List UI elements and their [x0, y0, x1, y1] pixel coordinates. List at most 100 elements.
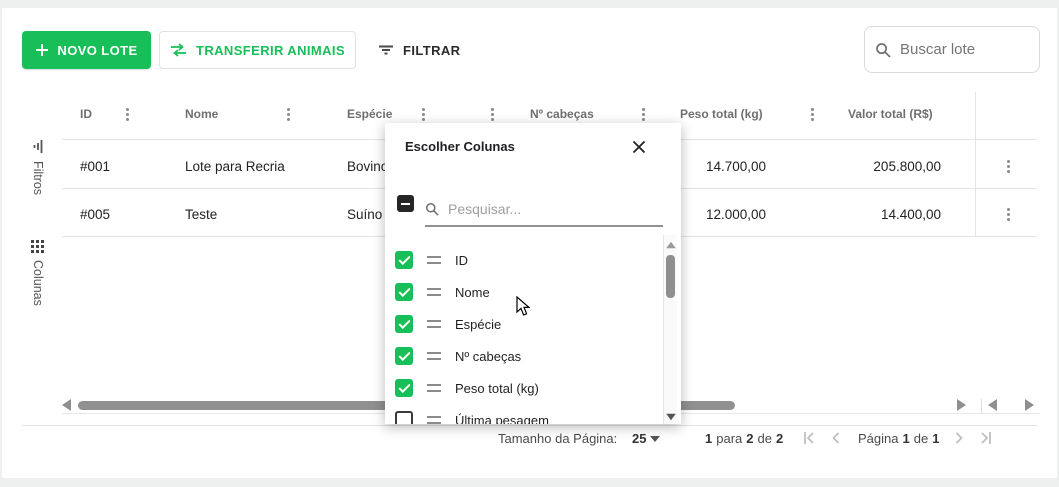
- chooser-item-label: Nome: [455, 284, 490, 300]
- page-word: Página: [858, 431, 899, 446]
- column-menu-icon-blank[interactable]: [483, 102, 501, 126]
- checkbox-icon[interactable]: [395, 283, 413, 301]
- range-to: 2: [746, 431, 754, 446]
- search-icon: [426, 203, 439, 216]
- side-tab-columns[interactable]: Colunas: [29, 240, 47, 316]
- column-header-nome[interactable]: Nome: [185, 107, 219, 121]
- search-icon: [876, 42, 891, 58]
- page-indicator: Página 1 de 1: [858, 431, 939, 446]
- filters-panel-icon: [33, 140, 43, 153]
- scroll-down-icon[interactable]: [666, 413, 676, 421]
- column-header-n-cabecas[interactable]: Nº cabeças: [530, 107, 594, 121]
- drag-handle-icon[interactable]: [427, 320, 441, 328]
- chooser-item-especie[interactable]: Espécie: [385, 308, 647, 340]
- checkbox-icon[interactable]: [395, 379, 413, 397]
- chooser-item-peso-total[interactable]: Peso total (kg): [385, 372, 647, 404]
- drag-handle-icon[interactable]: [427, 416, 441, 424]
- scrollbar-section-divider: [981, 399, 982, 413]
- page-size-select[interactable]: 25: [632, 431, 661, 446]
- select-all-checkbox[interactable]: [397, 195, 414, 212]
- cell-especie: Bovino: [347, 159, 389, 174]
- cell-peso-total: 12.000,00: [705, 207, 766, 222]
- side-tab-filters[interactable]: Filtros: [29, 140, 47, 200]
- column-header-id[interactable]: ID: [80, 107, 92, 121]
- drag-handle-icon[interactable]: [427, 352, 441, 360]
- column-header-peso-total[interactable]: Peso total (kg): [680, 107, 763, 121]
- chooser-item-id[interactable]: ID: [385, 244, 647, 276]
- range-para: para: [716, 431, 743, 446]
- checkbox-icon[interactable]: [395, 251, 413, 269]
- page-size-label: Tamanho da Página:: [498, 431, 618, 446]
- cell-valor-total: 14.400,00: [880, 207, 941, 222]
- cell-id: #005: [80, 207, 111, 222]
- column-chooser-popup: Escolher Colunas ID Nome Espécie Nº ca: [385, 123, 681, 424]
- range-total: 2: [775, 431, 784, 446]
- column-chooser-title: Escolher Colunas: [405, 139, 515, 154]
- caret-down-icon: [650, 435, 661, 442]
- cell-especie: Suíno: [347, 207, 383, 222]
- checkbox-icon[interactable]: [395, 411, 413, 424]
- column-search-input[interactable]: [446, 200, 640, 218]
- column-menu-icon-n-cabecas[interactable]: [634, 102, 652, 126]
- cell-nome: Teste: [185, 207, 218, 222]
- column-menu-icon-nome[interactable]: [279, 102, 297, 126]
- page-current: 1: [902, 431, 910, 446]
- range-de: de: [757, 431, 772, 446]
- page-de: de: [913, 431, 929, 446]
- new-lot-button[interactable]: NOVO LOTE: [22, 31, 151, 69]
- column-header-especie[interactable]: Espécie: [347, 107, 393, 121]
- cell-id: #001: [80, 159, 111, 174]
- drag-handle-icon[interactable]: [427, 256, 441, 264]
- drag-handle-icon[interactable]: [427, 384, 441, 392]
- pinned-hscroll-left-arrow[interactable]: [988, 399, 997, 411]
- chooser-item-ultima-pesagem[interactable]: Última pesagem: [385, 404, 647, 424]
- checkbox-icon[interactable]: [395, 315, 413, 333]
- chooser-scroll-thumb[interactable]: [666, 255, 675, 298]
- chooser-item-label: Espécie: [455, 316, 502, 332]
- new-lot-button-label: NOVO LOTE: [57, 42, 138, 58]
- pinned-hscroll-right-arrow[interactable]: [1025, 399, 1034, 411]
- mouse-cursor: [516, 296, 530, 316]
- lot-search-input[interactable]: [898, 40, 1022, 59]
- chooser-item-n-cabecas[interactable]: Nº cabeças: [385, 340, 647, 372]
- transfer-animals-button[interactable]: TRANSFERIR ANIMAIS: [159, 31, 356, 69]
- scroll-up-icon[interactable]: [666, 241, 676, 249]
- cell-peso-total: 14.700,00: [705, 159, 766, 174]
- side-tab-columns-label: Colunas: [31, 260, 45, 306]
- range-from: 1: [705, 431, 713, 446]
- chooser-item-label: Nº cabeças: [455, 348, 522, 364]
- hscroll-left-arrow[interactable]: [62, 399, 71, 411]
- chooser-item-label: ID: [455, 252, 468, 268]
- lot-search-box: [864, 26, 1040, 73]
- filter-button[interactable]: FILTRAR: [378, 31, 460, 69]
- pinned-column-divider: [975, 92, 976, 236]
- first-page-icon[interactable]: [800, 430, 818, 446]
- close-icon[interactable]: [631, 139, 649, 157]
- cell-valor-total: 205.800,00: [873, 159, 941, 174]
- column-menu-icon-peso-total[interactable]: [803, 102, 821, 126]
- cell-nome: Lote para Recria: [185, 159, 285, 174]
- drag-handle-icon[interactable]: [427, 288, 441, 296]
- plus-icon: [36, 44, 49, 56]
- column-menu-icon-especie[interactable]: [414, 102, 432, 126]
- filter-button-label: FILTRAR: [403, 42, 461, 58]
- filter-list-icon: [379, 45, 393, 55]
- page-total: 1: [932, 431, 940, 446]
- column-menu-icon-id[interactable]: [118, 102, 136, 126]
- column-header-valor-total[interactable]: Valor total (R$): [848, 107, 933, 121]
- checkbox-icon[interactable]: [395, 347, 413, 365]
- row-range-summary: 1 para 2 de 2: [705, 431, 783, 446]
- chooser-item-nome[interactable]: Nome: [385, 276, 647, 308]
- next-page-icon[interactable]: [950, 430, 968, 446]
- column-search-box: [425, 193, 663, 227]
- row-actions-menu-icon[interactable]: [999, 154, 1017, 178]
- side-tab-filters-label: Filtros: [31, 161, 45, 196]
- row-actions-menu-icon[interactable]: [999, 202, 1017, 226]
- columns-grid-icon: [31, 240, 45, 253]
- page-size-value: 25: [632, 431, 647, 446]
- hscroll-right-arrow[interactable]: [957, 399, 966, 411]
- last-page-icon[interactable]: [977, 430, 995, 446]
- chooser-scrollbar[interactable]: [663, 235, 677, 424]
- previous-page-icon[interactable]: [827, 430, 845, 446]
